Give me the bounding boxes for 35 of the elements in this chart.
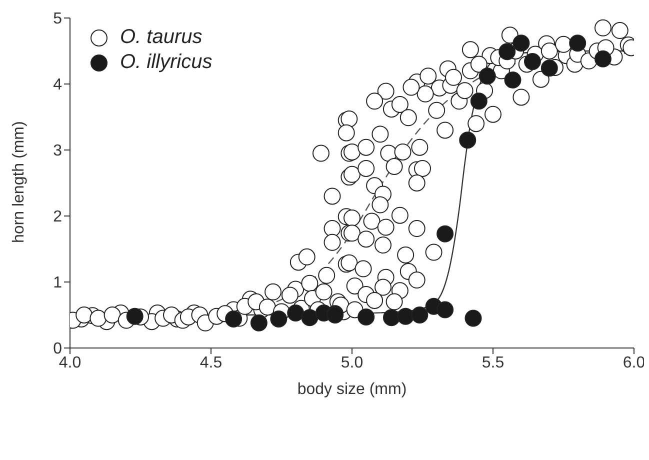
point bbox=[436, 225, 454, 242]
y-axis-title: horn length (mm) bbox=[10, 121, 28, 243]
point bbox=[382, 309, 400, 326]
y-tick-label: 5 bbox=[53, 10, 62, 28]
point bbox=[470, 92, 488, 110]
y-tick-label: 4 bbox=[53, 76, 62, 94]
point bbox=[459, 132, 476, 149]
point bbox=[540, 60, 558, 77]
point bbox=[524, 53, 541, 70]
point bbox=[358, 308, 375, 326]
x-tick-label: 5.0 bbox=[340, 354, 364, 372]
legend-label: O. taurus bbox=[120, 26, 202, 49]
point bbox=[270, 310, 288, 328]
x-tick-label: 4.5 bbox=[200, 354, 222, 372]
point bbox=[498, 43, 516, 60]
y-tick-label: 3 bbox=[53, 142, 62, 160]
point bbox=[504, 72, 522, 89]
point bbox=[250, 314, 268, 332]
point bbox=[594, 50, 612, 68]
legend-label: O. illyricus bbox=[120, 51, 212, 74]
point bbox=[301, 309, 318, 326]
point bbox=[411, 306, 428, 324]
y-tick-label: 2 bbox=[53, 208, 62, 226]
point bbox=[225, 310, 242, 328]
x-axis-title: body size (mm) bbox=[297, 381, 407, 398]
point bbox=[126, 308, 144, 325]
x-tick-label: 5.5 bbox=[482, 354, 504, 372]
y-tick-label: 1 bbox=[53, 274, 62, 292]
point bbox=[464, 310, 482, 327]
point bbox=[397, 308, 414, 325]
point bbox=[287, 304, 304, 322]
point bbox=[436, 301, 454, 318]
point bbox=[512, 34, 530, 52]
point bbox=[478, 68, 496, 85]
point bbox=[569, 34, 586, 52]
